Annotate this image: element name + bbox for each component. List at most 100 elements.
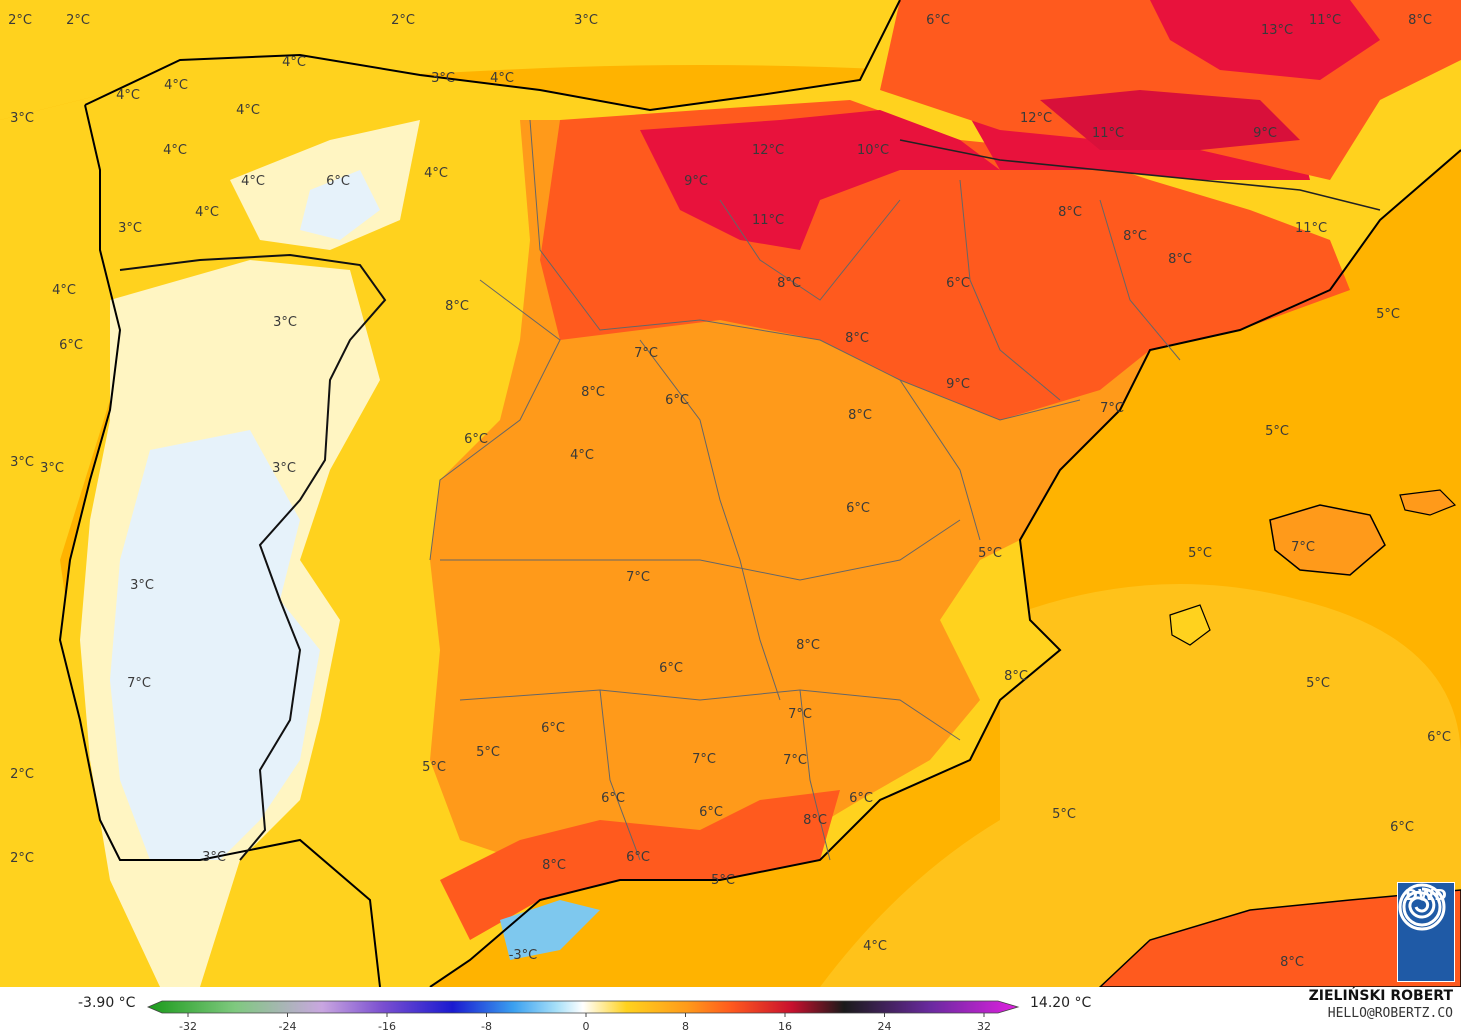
temperature-label: 8°C — [1280, 955, 1304, 970]
temperature-label: 8°C — [848, 408, 872, 423]
legend-ticks: -32 -24 -16 -8 0 8 16 24 32 — [179, 1013, 991, 1033]
temperature-label: 6°C — [59, 338, 83, 353]
temperature-label: 4°C — [164, 78, 188, 93]
temperature-label: 5°C — [1265, 424, 1289, 439]
temperature-label: 4°C — [52, 283, 76, 298]
temperature-label: 8°C — [1408, 13, 1432, 28]
temperature-label: 6°C — [541, 721, 565, 736]
author-email: HELLO@ROBERTZ.CO — [1327, 1006, 1453, 1021]
dwd-logo: DWD — [1397, 882, 1455, 982]
temperature-label: 6°C — [626, 850, 650, 865]
legend-tick-label: 32 — [977, 1020, 991, 1033]
temperature-label: 6°C — [849, 791, 873, 806]
temperature-label: 7°C — [1291, 540, 1315, 555]
legend-gradient — [146, 1000, 1020, 1014]
temperature-label: 6°C — [326, 174, 350, 189]
temperature-label: 8°C — [1058, 205, 1082, 220]
legend-max-value: 14.20 °C — [1030, 995, 1092, 1011]
temperature-label: 3°C — [118, 221, 142, 236]
temperature-label: 11°C — [752, 213, 784, 228]
temperature-label: 5°C — [1188, 546, 1212, 561]
legend-min-value: -3.90 °C — [78, 995, 136, 1011]
temperature-label: 3°C — [202, 850, 226, 865]
legend-tick-label: 8 — [682, 1020, 689, 1033]
temperature-label: 4°C — [282, 55, 306, 70]
legend-tick-label: 16 — [778, 1020, 792, 1033]
temperature-label: 11°C — [1295, 221, 1327, 236]
legend-tick-label: -32 — [179, 1020, 197, 1033]
temperature-label: 7°C — [634, 346, 658, 361]
temperature-label: 11°C — [1092, 126, 1124, 141]
map-labels-layer: 2°C 2°C 2°C 3°C 6°C 13°C 11°C 8°C 3°C 4°C 4°C 4°C 3°… — [8, 13, 1451, 970]
land-hot-south — [440, 790, 840, 940]
temperature-label: 3°C — [130, 578, 154, 593]
temperature-label: 6°C — [846, 501, 870, 516]
temperature-label: 9°C — [1253, 126, 1277, 141]
temperature-label: 7°C — [1100, 401, 1124, 416]
temperature-label: 4°C — [236, 103, 260, 118]
temperature-label: 8°C — [796, 638, 820, 653]
dwd-swirl-icon — [1398, 883, 1446, 931]
temperature-label: 6°C — [464, 432, 488, 447]
temperature-labels: 2°C 2°C 2°C 3°C 6°C 13°C 11°C 8°C 3°C 4°C 4°C 4°C 3°… — [8, 13, 1451, 970]
temperature-label: 4°C — [570, 448, 594, 463]
temperature-label: 5°C — [1052, 807, 1076, 822]
temperature-label: 4°C — [163, 143, 187, 158]
temperature-label: 6°C — [946, 276, 970, 291]
border-spain-france — [899, 139, 1381, 211]
legend-tick-label: -24 — [279, 1020, 297, 1033]
author-credit: ZIELIŃSKI ROBERT — [1308, 988, 1453, 1004]
temperature-label: 7°C — [692, 752, 716, 767]
temperature-label: 8°C — [445, 299, 469, 314]
temperature-label: 9°C — [946, 377, 970, 392]
island-menorca — [1399, 489, 1457, 516]
border-spain-portugal — [119, 253, 387, 861]
temperature-label: 3°C — [273, 315, 297, 330]
map-canvas — [0, 0, 1461, 987]
temperature-label: 6°C — [601, 791, 625, 806]
temperature-label: 4°C — [424, 166, 448, 181]
land-cold-northwest — [300, 170, 380, 240]
temperature-label: 3°C — [10, 455, 34, 470]
land-north-africa — [1098, 889, 1461, 987]
temperature-label: 8°C — [542, 858, 566, 873]
temperature-label: 3°C — [40, 461, 64, 476]
island-mallorca — [1269, 504, 1386, 576]
legend-tick-label: 24 — [878, 1020, 892, 1033]
temperature-label: 8°C — [777, 276, 801, 291]
legend-bar: -3.90 °C -32 -24 -16 -8 0 8 16 24 32 — [0, 987, 1461, 1035]
temperature-label: 5°C — [978, 546, 1002, 561]
temperature-label: 3°C — [574, 13, 598, 28]
legend-tick-label: -16 — [378, 1020, 396, 1033]
temperature-label: 5°C — [1376, 307, 1400, 322]
temperature-label: 11°C — [1309, 13, 1341, 28]
temperature-label: 7°C — [783, 753, 807, 768]
temperature-label: 8°C — [1004, 669, 1028, 684]
temperature-label: 8°C — [1168, 252, 1192, 267]
temperature-label: 7°C — [127, 676, 151, 691]
temperature-label: 8°C — [803, 813, 827, 828]
island-ibiza — [1169, 604, 1211, 646]
temperature-label: 2°C — [391, 13, 415, 28]
regional-borders — [429, 119, 1181, 861]
temperature-map: 2°C 2°C 2°C 3°C 6°C 13°C 11°C 8°C 3°C 4°C 4°C 4°C 3°… — [0, 0, 1461, 987]
temperature-label: 12°C — [1020, 111, 1052, 126]
land-very-hot-france — [1150, 0, 1380, 80]
temperature-label: 10°C — [857, 143, 889, 158]
temperature-label: 12°C — [752, 143, 784, 158]
temperature-label: 4°C — [195, 205, 219, 220]
temperature-label: 6°C — [665, 393, 689, 408]
temperature-label: 3°C — [272, 461, 296, 476]
temperature-label: 5°C — [476, 745, 500, 760]
land-very-hot-france-south — [1040, 90, 1300, 150]
temperature-label: 8°C — [581, 385, 605, 400]
temperature-label: 2°C — [10, 767, 34, 782]
temperature-label: 6°C — [659, 661, 683, 676]
land-cold-sierra — [500, 900, 600, 960]
sea-east-band — [820, 584, 1461, 987]
temperature-label: 5°C — [422, 760, 446, 775]
temperature-label: 13°C — [1261, 23, 1293, 38]
temperature-label: 8°C — [845, 331, 869, 346]
temperature-label: 4°C — [863, 939, 887, 954]
legend-scale: -32 -24 -16 -8 0 8 16 24 32 — [146, 1000, 1020, 1033]
